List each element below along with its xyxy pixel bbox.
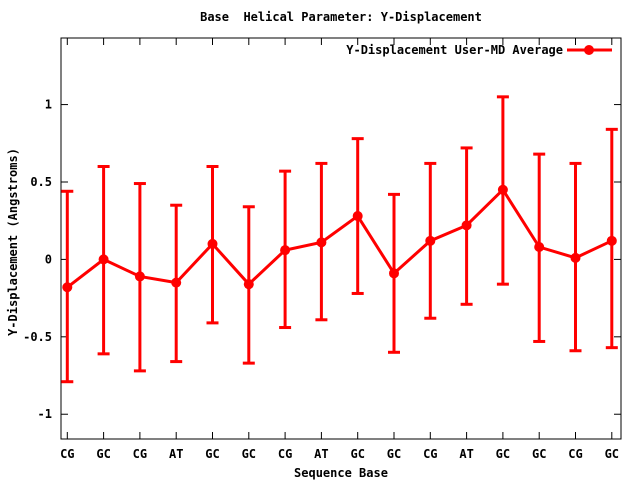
legend-marker-sample [584, 45, 594, 55]
data-point-marker [280, 245, 291, 256]
x-tick-label: AT [459, 447, 473, 461]
data-point-marker [98, 254, 109, 265]
series-line [66, 187, 613, 289]
data-point-marker [171, 277, 182, 288]
x-tick-label: GC [532, 447, 546, 461]
x-tick-label: GC [242, 447, 256, 461]
x-tick-label: CG [568, 447, 582, 461]
x-tick-label: GC [605, 447, 619, 461]
y-tick-label: 1 [45, 98, 52, 112]
x-tick-label: GC [96, 447, 110, 461]
data-point-marker [243, 279, 254, 290]
data-point-marker [425, 235, 436, 246]
data-point-marker [352, 211, 363, 222]
x-tick-label: AT [314, 447, 328, 461]
legend-label: Y-Displacement User-MD Average [346, 43, 563, 57]
plot-border [60, 37, 622, 440]
y-tick-label: 0.5 [30, 175, 52, 189]
x-tick-label: GC [496, 447, 510, 461]
data-point-marker [606, 235, 617, 246]
y-tick-label: -0.5 [23, 330, 52, 344]
x-tick-label: GC [205, 447, 219, 461]
data-point-marker [62, 282, 73, 293]
data-point-marker [389, 268, 399, 279]
data-point-marker [461, 220, 472, 231]
x-tick-label: CG [60, 447, 74, 461]
data-point-marker [316, 237, 327, 248]
x-tick-label: CG [423, 447, 437, 461]
x-axis-label: Sequence Base [294, 466, 388, 480]
x-tick-label: GC [387, 447, 401, 461]
data-point-marker [570, 252, 581, 263]
x-tick-label: AT [169, 447, 183, 461]
x-tick-label: CG [278, 447, 292, 461]
y-tick-label: 0 [45, 252, 52, 266]
x-tick-label: GC [350, 447, 364, 461]
data-point-marker [207, 238, 218, 249]
x-tick-label: CG [133, 447, 147, 461]
y-tick-label: -1 [38, 407, 52, 421]
chart-title: Base Helical Parameter: Y-Displacement [200, 10, 482, 24]
data-point-marker [534, 242, 545, 253]
data-point-marker [134, 271, 145, 282]
data-point-marker [497, 184, 508, 195]
